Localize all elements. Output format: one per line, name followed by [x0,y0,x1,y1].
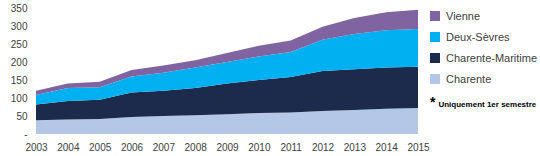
svg-text:2010: 2010 [248,142,271,153]
svg-text:2004: 2004 [57,142,80,153]
svg-text:2011: 2011 [280,142,302,153]
html-text:Vienne: Vienne [446,10,481,22]
svg-text:2005: 2005 [89,142,112,153]
svg-text:2012: 2012 [312,142,335,153]
svg-text:250: 250 [11,39,28,50]
html-text:Charente-Maritime: Charente-Maritime [446,52,538,64]
svg-text:150: 150 [11,75,28,86]
svg-text:2007: 2007 [153,142,176,153]
svg-text:300: 300 [11,21,28,32]
svg-text:2015: 2015 [407,142,430,153]
svg-text:-: - [24,129,27,140]
svg-text:200: 200 [11,57,28,68]
svg-text:2008: 2008 [185,142,208,153]
html-text:Charente: Charente [446,73,492,85]
svg-text:2014: 2014 [376,142,399,153]
svg-text:2003: 2003 [25,142,48,153]
svg-text:50: 50 [16,111,28,122]
html-text:*Uniquement 1er semestre: *Uniquement 1er semestre [430,94,537,110]
html-text:Deux-Sèvres: Deux-Sèvres [446,31,510,43]
svg-text:2009: 2009 [216,142,239,153]
svg-text:350: 350 [11,3,28,14]
svg-text:100: 100 [11,93,28,104]
svg-text:2006: 2006 [121,142,144,153]
svg-text:2013: 2013 [344,142,367,153]
